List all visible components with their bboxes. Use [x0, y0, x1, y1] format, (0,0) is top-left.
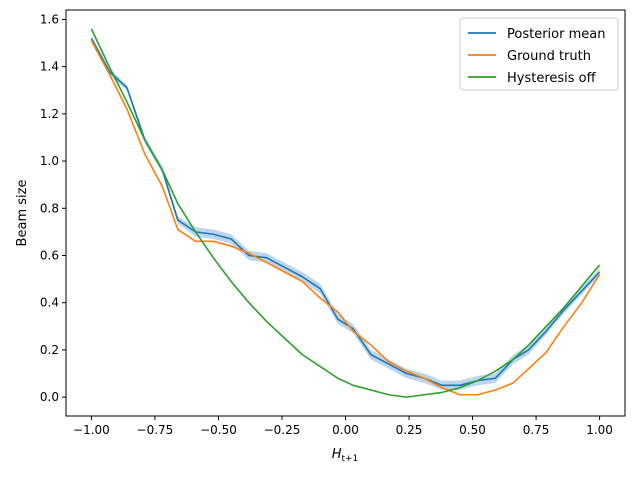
x-tick-label: 0.50 [459, 423, 486, 437]
y-tick-label: 1.0 [40, 154, 59, 168]
x-axis-label-sub: t+1 [341, 454, 358, 464]
x-tick-label: −0.25 [264, 423, 301, 437]
legend: Posterior mean Ground truth Hysteresis off [459, 17, 619, 91]
y-tick-label: 0.0 [40, 390, 59, 404]
y-tick-label: 1.6 [40, 12, 59, 26]
y-tick-label: 0.6 [40, 248, 59, 262]
y-tick-label: 1.2 [40, 107, 59, 121]
legend-box [459, 17, 619, 91]
x-tick-label: −0.50 [200, 423, 237, 437]
x-axis-label: Ht+1 [332, 447, 359, 464]
y-axis-ticks: 0.0 0.2 0.4 0.6 0.8 1.0 1.2 1.4 1.6 [40, 12, 66, 404]
legend-label-2: Hysteresis off [507, 71, 597, 86]
x-axis-ticks: −1.00 −0.75 −0.50 −0.25 0.00 0.25 0.50 0.75 1.00 [73, 416, 613, 437]
series-2-line [90, 28, 601, 398]
x-tick-label: −1.00 [73, 423, 110, 437]
series-1-line [90, 40, 601, 396]
y-tick-label: 1.4 [40, 60, 59, 74]
x-tick-label: −0.75 [137, 423, 174, 437]
x-tick-label: 0.75 [523, 423, 550, 437]
series-lines [90, 28, 601, 398]
x-tick-label: 0.00 [332, 423, 359, 437]
legend-label-1: Ground truth [507, 49, 591, 64]
x-tick-label: 1.00 [586, 423, 613, 437]
y-tick-label: 0.8 [40, 201, 59, 215]
y-tick-label: 0.4 [40, 296, 59, 310]
y-tick-label: 0.2 [40, 343, 59, 357]
x-axis-label-main: H [332, 447, 342, 462]
legend-label-0: Posterior mean [507, 27, 605, 42]
y-axis-label: Beam size [15, 180, 30, 247]
x-tick-label: 0.25 [396, 423, 423, 437]
